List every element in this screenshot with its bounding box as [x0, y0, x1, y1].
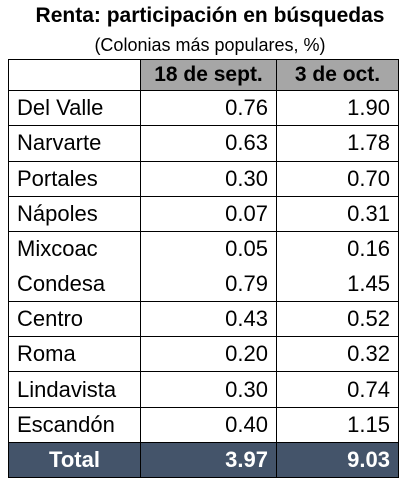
table-row: Escandón 0.40 1.15 — [8, 406, 399, 443]
row-label: Lindavista — [8, 371, 141, 408]
table-row: Portales 0.30 0.70 — [8, 160, 399, 197]
value-oct-3: 0.70 — [276, 160, 399, 197]
value-sept-18: 0.05 — [140, 231, 277, 267]
row-label: Condesa — [8, 266, 141, 302]
value-sept-18: 0.30 — [140, 371, 277, 408]
value-sept-18: 0.20 — [140, 336, 277, 373]
table-row: Del Valle 0.76 1.90 — [8, 89, 399, 127]
value-sept-18: 0.63 — [140, 125, 277, 162]
value-oct-3: 1.78 — [276, 125, 399, 162]
total-label: Total — [8, 441, 141, 478]
total-oct-3: 9.03 — [276, 441, 399, 478]
value-sept-18: 0.07 — [140, 195, 277, 233]
table-row: Centro 0.43 0.52 — [8, 300, 399, 338]
total-sept-18: 3.97 — [140, 441, 277, 478]
header-row: 18 de sept. 3 de oct. — [8, 59, 399, 91]
table-row: Narvarte 0.63 1.78 — [8, 125, 399, 162]
row-label: Roma — [8, 336, 141, 373]
value-sept-18: 0.40 — [140, 406, 277, 443]
header-cell-sept-18: 18 de sept. — [140, 59, 277, 91]
table-title: Renta: participación en búsquedas — [35, 4, 385, 27]
table-row: Nápoles 0.07 0.31 — [8, 195, 399, 233]
table-subtitle: (Colonias más populares, %) — [94, 35, 326, 55]
value-oct-3: 1.15 — [276, 406, 399, 443]
value-oct-3: 1.90 — [276, 89, 399, 127]
header-cell-oct-3: 3 de oct. — [276, 59, 399, 91]
row-label: Portales — [8, 160, 141, 197]
value-oct-3: 0.31 — [276, 195, 399, 233]
row-label: Narvarte — [8, 125, 141, 162]
value-oct-3: 0.74 — [276, 371, 399, 408]
row-label: Centro — [8, 300, 141, 338]
value-oct-3: 0.52 — [276, 300, 399, 338]
table-row: Condesa 0.79 1.45 — [8, 266, 399, 302]
row-label: Escandón — [8, 406, 141, 443]
table-row: Roma 0.20 0.32 — [8, 336, 399, 373]
value-sept-18: 0.79 — [140, 266, 277, 302]
row-label: Nápoles — [8, 195, 141, 233]
value-sept-18: 0.76 — [140, 89, 277, 127]
value-sept-18: 0.30 — [140, 160, 277, 197]
row-label: Mixcoac — [8, 231, 141, 267]
total-row: Total 3.97 9.03 — [8, 441, 399, 478]
header-cell-blank — [8, 59, 141, 91]
row-label: Del Valle — [8, 89, 141, 127]
search-share-table: 18 de sept. 3 de oct. Del Valle 0.76 1.9… — [8, 59, 399, 478]
table-row: Mixcoac 0.05 0.16 — [8, 231, 399, 267]
value-oct-3: 1.45 — [276, 266, 399, 302]
value-sept-18: 0.43 — [140, 300, 277, 338]
table-row: Lindavista 0.30 0.74 — [8, 371, 399, 408]
value-oct-3: 0.16 — [276, 231, 399, 267]
value-oct-3: 0.32 — [276, 336, 399, 373]
